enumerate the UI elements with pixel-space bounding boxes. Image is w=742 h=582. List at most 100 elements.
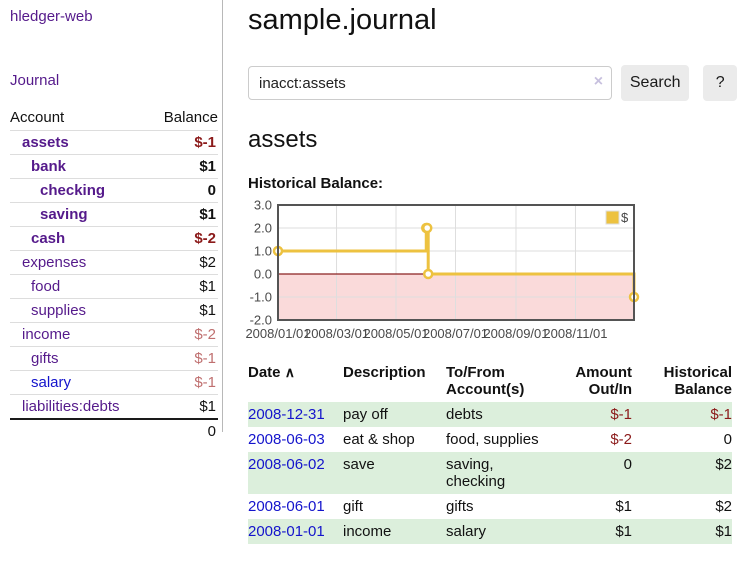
account-row-supplies: supplies $1 [10, 298, 218, 323]
accounts-header-balance: Balance [149, 105, 218, 131]
account-balance: $2 [149, 250, 218, 275]
clear-search-icon[interactable]: × [593, 73, 604, 90]
register-header-amount: Amount Out/In [575, 364, 632, 398]
accounts-header-row: Account Balance [10, 105, 218, 131]
account-balance: $-2 [149, 226, 218, 251]
chart-title: Historical Balance: [248, 175, 384, 192]
table-row: 2008-12-31 pay off debts $-1 $-1 [248, 402, 732, 427]
transaction-balance: $-1 [632, 402, 732, 427]
svg-text:2.0: 2.0 [254, 221, 272, 236]
register-header-date[interactable]: Date ∧ [248, 364, 295, 381]
transaction-date-link[interactable]: 2008-12-31 [248, 406, 325, 423]
account-link-cash[interactable]: cash [31, 230, 66, 247]
register-header-description: Description [343, 364, 426, 381]
main-content: sample.journal × Search ? assets Histori… [245, 0, 737, 544]
account-balance: $1 [149, 394, 218, 420]
register-table: Date ∧ Description To/From Account(s) Am… [248, 362, 732, 544]
account-row-bank: bank $1 [10, 154, 218, 179]
account-link-checking[interactable]: checking [40, 182, 106, 199]
account-row-salary: salary $-1 [10, 370, 218, 395]
account-link-expenses[interactable]: expenses [22, 254, 87, 271]
transaction-description: eat & shop [343, 431, 415, 448]
account-link-salary[interactable]: salary [31, 374, 72, 391]
sidebar: hledger-web Journal Account Balance asse… [0, 0, 223, 443]
account-heading: assets [248, 126, 318, 153]
transaction-description: gift [343, 498, 364, 515]
transaction-accounts: food, supplies [446, 431, 539, 448]
account-balance: $1 [149, 202, 218, 227]
register-header-row: Date ∧ Description To/From Account(s) Am… [248, 362, 732, 402]
search-button[interactable]: Search [621, 65, 690, 101]
accounts-total-value: 0 [149, 418, 218, 443]
account-row-food: food $1 [10, 274, 218, 299]
account-balance: $1 [149, 298, 218, 323]
brand-link[interactable]: hledger-web [10, 8, 93, 25]
account-row-saving: saving $1 [10, 202, 218, 227]
table-row: 2008-06-03 eat & shop food, supplies $-2… [248, 427, 732, 452]
transaction-amount: $-2 [610, 431, 632, 448]
transaction-date-link[interactable]: 2008-01-01 [248, 523, 325, 540]
svg-text:1.0: 1.0 [254, 244, 272, 259]
table-row: 2008-01-01 income salary $1 $1 [248, 519, 732, 544]
transaction-amount: $1 [615, 498, 632, 515]
accounts-total-row: 0 [10, 418, 218, 443]
account-row-income: income $-2 [10, 322, 218, 347]
account-row-cash: cash $-2 [10, 226, 218, 251]
svg-text:-1.0: -1.0 [250, 290, 272, 305]
table-row: 2008-06-02 save saving, checking 0 $2 [248, 452, 732, 494]
account-balance: 0 [149, 178, 218, 203]
transaction-description: pay off [343, 402, 446, 427]
account-link-liabilities-debts[interactable]: liabilities:debts [22, 398, 120, 415]
register-header-balance: Historical Balance [663, 364, 732, 398]
svg-text:2008/07/01: 2008/07/01 [423, 326, 488, 341]
account-link-supplies[interactable]: supplies [31, 302, 87, 319]
historical-balance-chart: $3.0 2.0 1.0 0.0 -1.0 -2.0 2008/01/01 2008/03/0… [244, 197, 737, 345]
transaction-accounts: salary [446, 519, 557, 544]
account-link-income[interactable]: income [22, 326, 71, 343]
account-balance: $-2 [149, 322, 218, 347]
table-row: 2008-06-01 gift gifts $1 $2 [248, 494, 732, 519]
account-balance: $1 [149, 274, 218, 299]
transaction-balance: $2 [715, 498, 732, 515]
account-balance: $-1 [149, 370, 218, 395]
account-link-assets[interactable]: assets [22, 134, 69, 151]
sidebar-item-journal[interactable]: Journal [10, 72, 60, 89]
transaction-amount: $1 [557, 519, 632, 544]
svg-text:2008/09/01: 2008/09/01 [483, 326, 548, 341]
transaction-date-link[interactable]: 2008-06-02 [248, 456, 325, 473]
transaction-accounts: debts [446, 402, 557, 427]
svg-text:2008/03/01: 2008/03/01 [304, 326, 369, 341]
transaction-balance: $2 [632, 452, 732, 494]
accounts-header-account: Account [10, 105, 150, 131]
svg-text:2008/11/01: 2008/11/01 [543, 326, 607, 341]
transaction-accounts: gifts [446, 498, 474, 515]
account-link-bank[interactable]: bank [31, 158, 67, 175]
transaction-date-link[interactable]: 2008-06-03 [248, 431, 325, 448]
transaction-balance: $1 [632, 519, 732, 544]
page-title: sample.journal [248, 4, 437, 36]
svg-text:0.0: 0.0 [254, 267, 272, 282]
account-row-assets: assets $-1 [10, 130, 218, 155]
transaction-accounts: saving, checking [446, 452, 557, 494]
svg-text:$: $ [621, 210, 629, 225]
account-link-saving[interactable]: saving [40, 206, 88, 223]
transaction-date-link[interactable]: 2008-06-01 [248, 498, 325, 515]
search-form: × Search ? [248, 65, 737, 101]
transaction-description: save [343, 452, 446, 494]
account-row-checking: checking 0 [10, 178, 218, 203]
svg-text:-2.0: -2.0 [250, 313, 272, 328]
transaction-balance: 0 [723, 431, 732, 448]
accounts-table: Account Balance assets $-1 bank $1 check… [10, 105, 218, 443]
transaction-amount: $-1 [557, 402, 632, 427]
svg-text:2008/01/01: 2008/01/01 [245, 326, 310, 341]
account-balance: $-1 [149, 346, 218, 371]
account-row-liabilities-debts: liabilities:debts $1 [10, 394, 218, 420]
account-balance: $-1 [149, 130, 218, 155]
account-link-gifts[interactable]: gifts [31, 350, 59, 367]
help-button[interactable]: ? [703, 65, 737, 101]
svg-text:2008/05/01: 2008/05/01 [363, 326, 428, 341]
svg-text:3.0: 3.0 [254, 198, 272, 213]
search-input[interactable] [248, 66, 613, 100]
account-link-food[interactable]: food [31, 278, 61, 295]
account-row-expenses: expenses $2 [10, 250, 218, 275]
